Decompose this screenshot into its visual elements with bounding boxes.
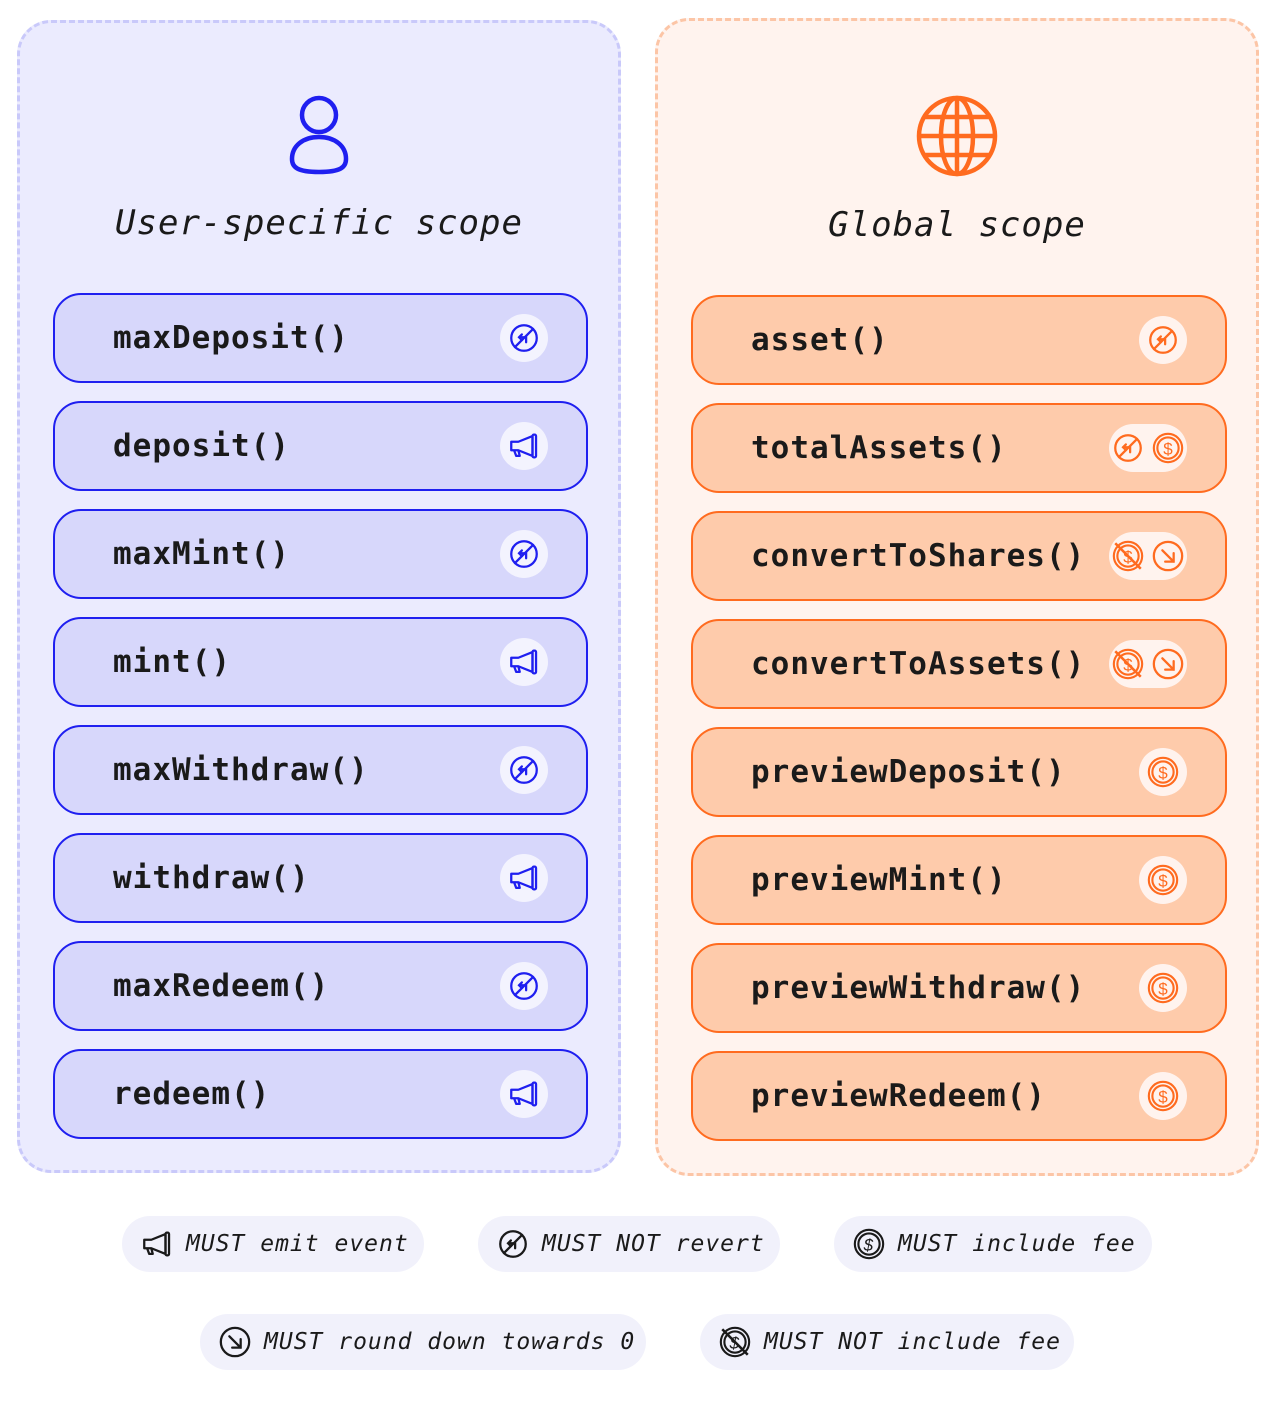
user-scope-title: User-specific scope <box>115 203 523 243</box>
function-row[interactable]: maxRedeem() <box>53 941 588 1031</box>
megaphone-icon <box>507 429 541 463</box>
function-row[interactable]: maxMint() <box>53 509 588 599</box>
requirement-badge <box>500 746 548 794</box>
requirement-badge <box>500 638 548 686</box>
fee-icon <box>1146 863 1180 897</box>
function-row[interactable]: previewWithdraw() <box>691 943 1227 1033</box>
legend-label: MUST NOT include fee <box>764 1329 1061 1355</box>
function-name: totalAssets() <box>751 430 1007 466</box>
function-row[interactable]: convertToShares() <box>691 511 1227 601</box>
requirement-badge <box>500 530 548 578</box>
requirement-badge <box>1139 964 1187 1012</box>
global-scope-panel: Global scope asset() totalAssets() convert… <box>655 18 1259 1176</box>
requirement-badge <box>1109 424 1187 472</box>
function-row[interactable]: mint() <box>53 617 588 707</box>
legend-label: MUST round down towards 0 <box>264 1329 636 1355</box>
function-name: redeem() <box>113 1076 271 1112</box>
megaphone-icon <box>507 645 541 679</box>
requirement-badge <box>500 314 548 362</box>
legend-item: MUST round down towards 0 <box>200 1314 646 1370</box>
function-row[interactable]: withdraw() <box>53 833 588 923</box>
function-row[interactable]: deposit() <box>53 401 588 491</box>
requirement-badge <box>1139 316 1187 364</box>
legend-label: MUST include fee <box>898 1231 1136 1257</box>
megaphone-icon <box>507 861 541 895</box>
requirement-badge <box>500 854 548 902</box>
megaphone-icon <box>140 1227 174 1261</box>
no-revert-icon <box>507 753 541 787</box>
requirement-badge <box>1109 640 1187 688</box>
function-row[interactable]: previewRedeem() <box>691 1051 1227 1141</box>
requirement-badge <box>500 962 548 1010</box>
user-icon <box>289 95 349 175</box>
requirement-badge <box>1139 1072 1187 1120</box>
function-name: previewMint() <box>751 862 1007 898</box>
function-name: maxMint() <box>113 536 290 572</box>
no-fee-icon <box>718 1325 752 1359</box>
function-name: previewWithdraw() <box>751 970 1086 1006</box>
no-revert-icon <box>1146 323 1180 357</box>
function-name: previewRedeem() <box>751 1078 1046 1114</box>
function-name: mint() <box>113 644 231 680</box>
global-scope-title: Global scope <box>828 205 1086 245</box>
function-name: withdraw() <box>113 860 310 896</box>
fee-icon <box>852 1227 886 1261</box>
requirement-badge <box>500 1070 548 1118</box>
function-row[interactable]: previewMint() <box>691 835 1227 925</box>
no-fee-icon <box>1111 539 1145 573</box>
no-revert-icon <box>496 1227 530 1261</box>
function-name: maxWithdraw() <box>113 752 369 788</box>
no-revert-icon <box>1111 431 1145 465</box>
function-row[interactable]: redeem() <box>53 1049 588 1139</box>
globe-icon <box>916 95 998 177</box>
function-name: previewDeposit() <box>751 754 1066 790</box>
function-row[interactable]: totalAssets() <box>691 403 1227 493</box>
megaphone-icon <box>507 1077 541 1111</box>
round-down-icon <box>218 1325 252 1359</box>
legend-item: MUST emit event <box>122 1216 424 1272</box>
fee-icon <box>1146 971 1180 1005</box>
function-row[interactable]: maxDeposit() <box>53 293 588 383</box>
function-name: maxRedeem() <box>113 968 330 1004</box>
function-row[interactable]: maxWithdraw() <box>53 725 588 815</box>
fee-icon <box>1146 755 1180 789</box>
function-name: asset() <box>751 322 889 358</box>
legend-item: MUST NOT revert <box>478 1216 780 1272</box>
function-name: maxDeposit() <box>113 320 349 356</box>
function-row[interactable]: convertToAssets() <box>691 619 1227 709</box>
legend-label: MUST emit event <box>186 1231 409 1257</box>
fee-icon <box>1151 431 1185 465</box>
no-revert-icon <box>507 969 541 1003</box>
no-revert-icon <box>507 537 541 571</box>
function-row[interactable]: previewDeposit() <box>691 727 1227 817</box>
round-down-icon <box>1151 539 1185 573</box>
no-revert-icon <box>507 321 541 355</box>
requirement-badge <box>500 422 548 470</box>
no-fee-icon <box>1111 647 1145 681</box>
function-name: convertToShares() <box>751 538 1086 574</box>
requirement-badge <box>1109 532 1187 580</box>
function-row[interactable]: asset() <box>691 295 1227 385</box>
legend-item: MUST include fee <box>834 1216 1152 1272</box>
requirement-badge <box>1139 748 1187 796</box>
legend-item: MUST NOT include fee <box>700 1314 1074 1370</box>
legend-label: MUST NOT revert <box>542 1231 765 1257</box>
function-name: deposit() <box>113 428 290 464</box>
requirement-badge <box>1139 856 1187 904</box>
round-down-icon <box>1151 647 1185 681</box>
function-name: convertToAssets() <box>751 646 1086 682</box>
user-scope-panel: User-specific scope maxDeposit() deposit(… <box>17 20 621 1173</box>
fee-icon <box>1146 1079 1180 1113</box>
